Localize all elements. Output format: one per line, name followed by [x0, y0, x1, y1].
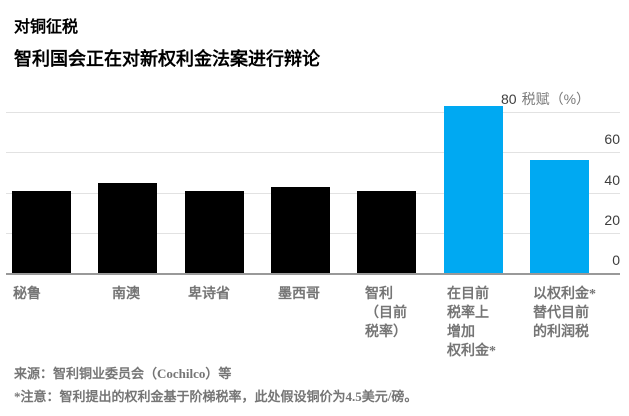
category-label-line: 税率上 — [447, 306, 489, 321]
category-label-line: 以权利金* — [533, 287, 596, 302]
y-tick-label: 60 — [604, 131, 620, 147]
category-label-line: 增加 — [447, 325, 475, 340]
chart-subtitle: 智利国会正在对新权利金法案进行辩论 — [14, 49, 320, 69]
y-tick-label: 40 — [604, 172, 620, 188]
category-label-line: 在目前 — [447, 287, 489, 302]
footnote: *注意：智利提出的权利金基于阶梯税率，此处假设铜价为4.5美元/磅。 — [14, 389, 418, 404]
bar — [185, 191, 244, 273]
category-label: 在目前税率上增加权利金* — [447, 285, 496, 361]
x-axis-baseline — [6, 273, 620, 275]
chart-title: 对铜征税 — [14, 19, 79, 36]
bar — [357, 191, 416, 273]
category-label-line: 墨西哥 — [278, 287, 320, 302]
category-label-line: 替代目前 — [533, 306, 589, 321]
bar — [98, 183, 157, 273]
bar — [444, 106, 503, 273]
category-label-line: 智利 — [365, 287, 393, 302]
category-label: 秘鲁 — [13, 285, 41, 304]
category-label-line: （目前 — [365, 306, 407, 321]
category-label-line: 的利润税 — [533, 325, 589, 340]
bar — [12, 191, 71, 273]
bar — [530, 160, 589, 273]
y-axis-unit-label: 税赋（%） — [521, 91, 591, 107]
category-label-line: 权利金* — [447, 344, 496, 359]
gridline — [6, 112, 620, 113]
y-axis-unit-row: 80 税赋（%） — [501, 89, 590, 109]
gridline — [6, 152, 620, 153]
category-label: 卑诗省 — [188, 285, 230, 304]
source-note: 来源：智利铜业委员会（Cochilco）等 — [14, 366, 232, 381]
category-label-line: 卑诗省 — [188, 287, 230, 302]
y-tick-label: 0 — [612, 252, 620, 268]
bar — [271, 187, 330, 273]
category-label-line: 秘鲁 — [13, 287, 41, 302]
category-label: 墨西哥 — [278, 285, 320, 304]
category-label: 以权利金* 替代目前的利润税 — [533, 285, 596, 342]
category-label-line: 税率） — [365, 325, 407, 340]
y-tick-label: 20 — [604, 212, 620, 228]
category-label: 南澳 — [112, 285, 140, 304]
category-label: 智利 （目前税率） — [365, 285, 407, 342]
category-label-line: 南澳 — [112, 287, 140, 302]
y-tick-label: 80 — [501, 91, 517, 107]
